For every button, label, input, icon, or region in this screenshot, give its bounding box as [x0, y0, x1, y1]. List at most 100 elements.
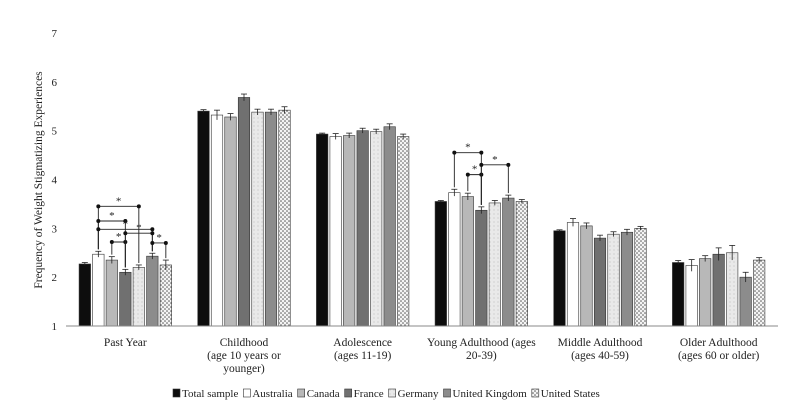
- significance-layer: *********: [96, 142, 511, 268]
- legend-swatch: [243, 388, 251, 398]
- bar: [461, 196, 474, 327]
- bar: [502, 197, 515, 327]
- significance-star: *: [116, 195, 122, 207]
- legend-label: United States: [541, 388, 600, 400]
- bar: [726, 252, 739, 327]
- legend: Total sample Australia Canada France Germany…: [172, 388, 600, 400]
- bar: [672, 262, 685, 327]
- y-tick-label: 5: [52, 126, 58, 138]
- bar: [92, 253, 105, 327]
- bar: [251, 111, 264, 327]
- bar: [593, 237, 607, 327]
- y-tick-label: 7: [52, 28, 58, 40]
- significance-dot: [136, 204, 141, 209]
- legend-label: Canada: [307, 388, 340, 400]
- significance-star: *: [492, 154, 498, 166]
- significance-bracket: [480, 164, 509, 205]
- significance-star: *: [116, 231, 122, 243]
- bar: [197, 110, 210, 327]
- bar: [146, 255, 159, 327]
- bar: [329, 136, 342, 327]
- bar: [105, 259, 118, 327]
- bar: [580, 225, 593, 327]
- x-category-label: (ages 60 or older): [678, 350, 760, 362]
- x-axis-labels: Past Year Childhood(age 10 years oryounge…: [104, 337, 760, 375]
- legend-label: France: [354, 388, 384, 400]
- bar: [739, 276, 752, 327]
- bar: [699, 258, 712, 327]
- legend-label: Australia: [252, 388, 292, 400]
- significance-dot: [150, 231, 155, 236]
- significance-star: *: [109, 210, 115, 222]
- bar: [78, 263, 91, 327]
- significance-dot: [163, 240, 168, 245]
- significance-star: *: [465, 142, 471, 154]
- bar: [264, 111, 278, 327]
- legend-swatch: [344, 388, 352, 398]
- x-category-label: (age 10 years or: [207, 350, 281, 362]
- x-category-label: (ages 11-19): [334, 350, 392, 362]
- bar: [515, 201, 528, 327]
- y-tick-label: 1: [52, 321, 58, 333]
- bar: [119, 271, 132, 327]
- significance-dot: [479, 162, 484, 167]
- bar: [343, 135, 356, 327]
- x-category-label: Childhood: [220, 337, 269, 349]
- bars-layer: [78, 97, 766, 327]
- legend-swatch: [388, 388, 396, 398]
- significance-dot: [150, 240, 155, 245]
- bar: [159, 264, 172, 327]
- y-tick-label: 6: [52, 77, 58, 89]
- x-category-label: Past Year: [104, 337, 147, 349]
- legend-label: Total sample: [182, 388, 238, 400]
- bar: [712, 253, 725, 327]
- significance-star: *: [156, 232, 162, 244]
- significance-dot: [452, 150, 457, 155]
- x-category-label: Middle Adulthood: [558, 337, 643, 349]
- x-category-label: Young Adulthood (ages: [427, 337, 536, 349]
- bar: [448, 192, 461, 327]
- bar: [383, 126, 396, 327]
- significance-star: *: [472, 164, 478, 176]
- bar: [316, 133, 329, 327]
- bar: [553, 230, 566, 327]
- y-tick-label: 4: [52, 175, 58, 187]
- significance-star: *: [123, 218, 129, 230]
- bar: [278, 109, 291, 327]
- bar: [397, 136, 410, 327]
- bar: [356, 130, 369, 327]
- y-axis-title: Frequency of Weight Stigmatizing Experie…: [33, 71, 45, 289]
- legend-swatch: [531, 388, 540, 398]
- bar: [132, 267, 145, 327]
- bar: [434, 201, 447, 327]
- significance-star: *: [136, 222, 142, 234]
- error-bars-layer: [81, 93, 763, 283]
- bar: [488, 202, 501, 327]
- significance-dot: [109, 240, 114, 245]
- legend-label: United Kingdom: [453, 388, 528, 400]
- y-tick-label: 3: [52, 223, 58, 235]
- bar: [634, 228, 647, 327]
- legend-swatch: [297, 388, 305, 398]
- bar: [475, 209, 488, 327]
- x-category-label: Older Adulthood: [680, 337, 758, 349]
- significance-dot: [150, 227, 155, 232]
- x-category-label: (ages 40-59): [571, 350, 629, 362]
- bar: [607, 233, 620, 327]
- bar: [237, 97, 251, 327]
- legend-swatch: [443, 388, 451, 398]
- significance-dot: [123, 231, 128, 236]
- y-tick-label: 2: [52, 272, 58, 284]
- bar: [370, 131, 383, 327]
- bar: [685, 265, 698, 327]
- bar: [566, 222, 580, 327]
- bar: [224, 116, 237, 327]
- significance-dot: [479, 150, 484, 155]
- legend-label: Germany: [398, 388, 439, 400]
- x-category-label: younger): [223, 363, 265, 375]
- x-category-label: 20-39): [466, 350, 497, 362]
- bar: [620, 231, 634, 327]
- significance-bracket: [151, 242, 167, 259]
- significance-dot: [465, 172, 470, 177]
